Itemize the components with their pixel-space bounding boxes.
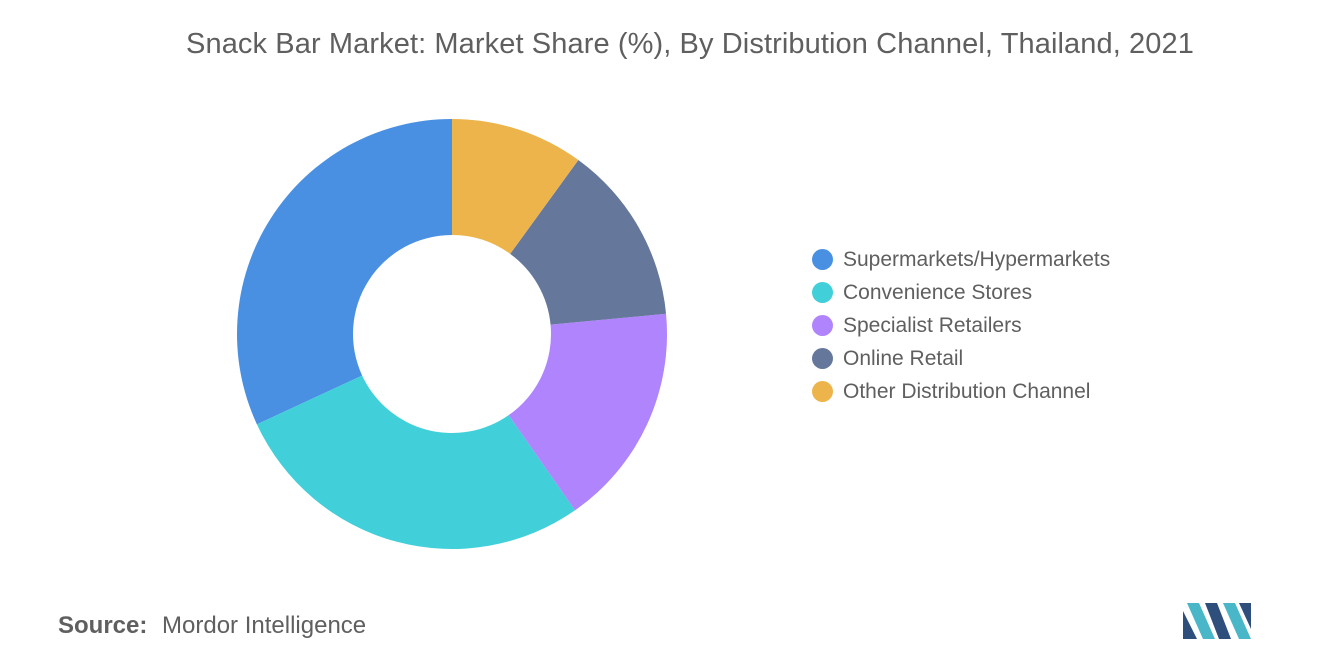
legend-item-convenience-stores: Convenience Stores xyxy=(812,276,1110,309)
source-note: Source: Mordor Intelligence xyxy=(58,612,366,640)
legend-item-specialist-retailers: Specialist Retailers xyxy=(812,309,1110,342)
legend-swatch xyxy=(812,348,833,369)
legend-label: Supermarkets/Hypermarkets xyxy=(843,247,1111,271)
legend-item-supermarkets-hypermarkets: Supermarkets/Hypermarkets xyxy=(812,243,1110,276)
legend-label: Online Retail xyxy=(843,346,964,370)
slice-supermarkets-hypermarkets xyxy=(237,119,452,425)
slice-specialist-retailers xyxy=(508,313,667,511)
slice-online-retail xyxy=(510,160,667,325)
legend-label: Convenience Stores xyxy=(843,280,1033,304)
legend-swatch xyxy=(812,282,833,303)
legend-swatch xyxy=(812,381,833,402)
chart-title: Snack Bar Market: Market Share (%), By D… xyxy=(186,28,1194,60)
mordor-intelligence-logo-icon xyxy=(1183,603,1251,639)
slice-other-distribution-channel xyxy=(452,119,579,254)
chart-legend: Supermarkets/Hypermarkets Convenience Sto… xyxy=(812,243,1110,408)
legend-item-online-retail: Online Retail xyxy=(812,342,1110,375)
source-label: Source: xyxy=(58,612,148,639)
source-value: Mordor Intelligence xyxy=(162,612,367,639)
legend-label: Specialist Retailers xyxy=(843,313,1022,337)
legend-item-other-distribution-channel: Other Distribution Channel xyxy=(812,375,1110,408)
slice-convenience-stores xyxy=(256,375,576,549)
legend-swatch xyxy=(812,315,833,336)
legend-label: Other Distribution Channel xyxy=(843,379,1091,403)
legend-swatch xyxy=(812,249,833,270)
